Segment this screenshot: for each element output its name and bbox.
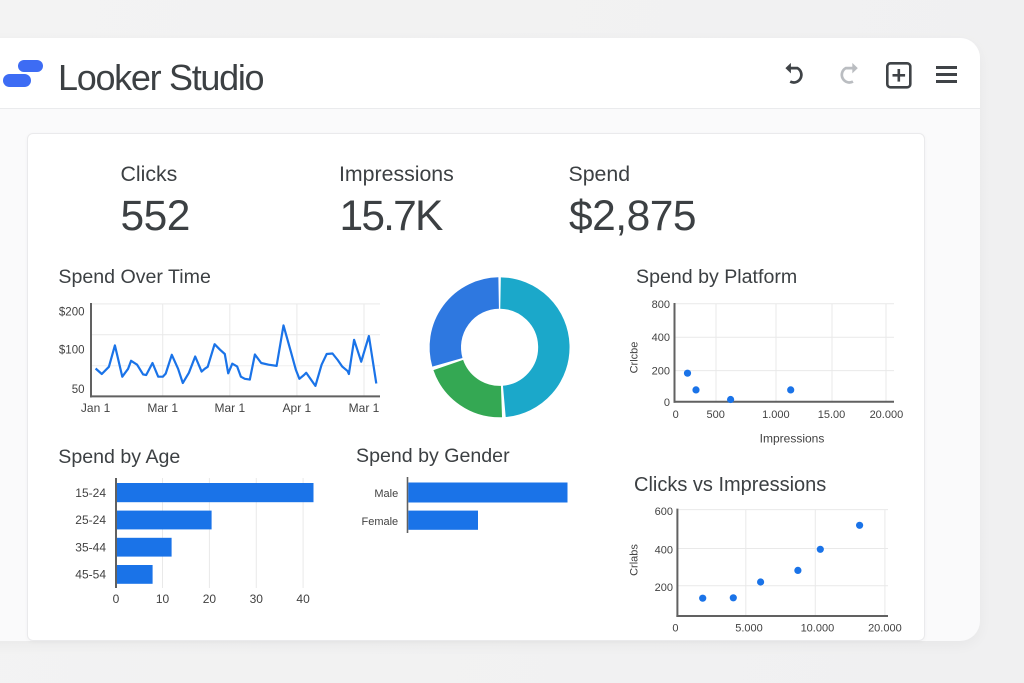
svg-text:Female: Female [362, 516, 399, 528]
svg-text:400: 400 [652, 332, 670, 344]
svg-text:0: 0 [673, 409, 679, 421]
svg-text:10: 10 [156, 592, 170, 606]
svg-text:200: 200 [652, 366, 670, 378]
svg-text:200: 200 [655, 582, 673, 594]
svg-text:20.000: 20.000 [870, 409, 904, 421]
svg-text:50: 50 [72, 384, 85, 396]
svg-text:Mar 1: Mar 1 [349, 401, 380, 415]
svg-text:0: 0 [664, 397, 670, 409]
svg-text:Mar 1: Mar 1 [214, 401, 245, 415]
svg-text:Impressions: Impressions [760, 432, 825, 446]
svg-text:500: 500 [707, 409, 725, 421]
svg-text:40: 40 [296, 592, 310, 606]
svg-text:Male: Male [374, 488, 398, 500]
svg-text:30: 30 [250, 592, 264, 606]
svg-text:1.000: 1.000 [762, 409, 790, 421]
svg-text:Crlcbe: Crlcbe [630, 342, 641, 374]
svg-text:15.00: 15.00 [818, 409, 846, 421]
svg-text:10.000: 10.000 [801, 622, 835, 634]
svg-text:$100: $100 [59, 344, 85, 356]
svg-text:Apr 1: Apr 1 [283, 401, 312, 415]
svg-text:45-54: 45-54 [75, 568, 106, 582]
svg-text:Mar 1: Mar 1 [147, 401, 178, 415]
svg-text:5.000: 5.000 [735, 622, 763, 634]
svg-text:25-24: 25-24 [75, 513, 106, 527]
svg-text:35-44: 35-44 [75, 540, 106, 554]
svg-text:Jan 1: Jan 1 [81, 401, 111, 415]
svg-text:Crlabs: Crlabs [628, 544, 640, 576]
svg-text:20.000: 20.000 [868, 622, 902, 634]
svg-text:0: 0 [672, 622, 678, 634]
svg-text:0: 0 [113, 592, 120, 606]
svg-text:$200: $200 [59, 307, 85, 319]
svg-text:20: 20 [203, 592, 217, 606]
svg-text:15-24: 15-24 [75, 486, 106, 500]
svg-text:600: 600 [655, 506, 673, 518]
svg-text:400: 400 [655, 545, 673, 557]
svg-text:800: 800 [652, 299, 670, 311]
